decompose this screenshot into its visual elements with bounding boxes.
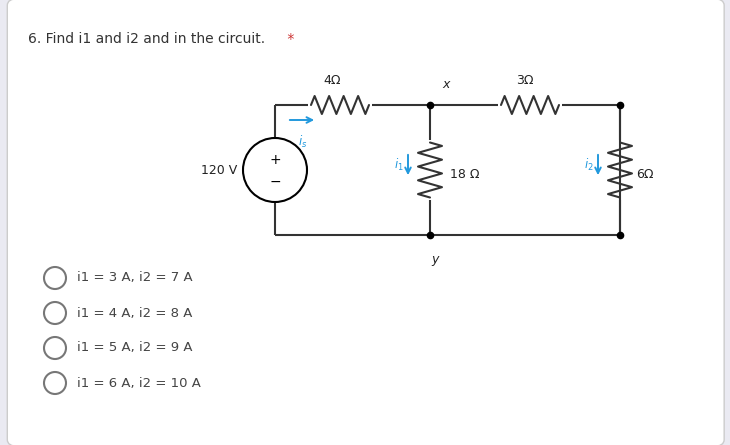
Text: i1 = 6 A, i2 = 10 A: i1 = 6 A, i2 = 10 A	[77, 376, 201, 389]
Text: 4Ω: 4Ω	[323, 74, 341, 87]
Text: −: −	[269, 175, 281, 189]
Text: *: *	[283, 32, 294, 46]
Text: 120 V: 120 V	[201, 163, 237, 177]
Text: +: +	[269, 153, 281, 167]
Text: y: y	[431, 253, 439, 266]
Text: x: x	[442, 78, 450, 91]
Text: i1 = 4 A, i2 = 8 A: i1 = 4 A, i2 = 8 A	[77, 307, 193, 320]
Text: 18 Ω: 18 Ω	[450, 169, 480, 182]
Text: i1 = 3 A, i2 = 7 A: i1 = 3 A, i2 = 7 A	[77, 271, 193, 284]
Text: $i_s$: $i_s$	[299, 134, 307, 150]
Text: 6. Find i1 and i2 and in the circuit.: 6. Find i1 and i2 and in the circuit.	[28, 32, 265, 46]
Text: $i_1$: $i_1$	[394, 157, 404, 173]
Text: $i_2$: $i_2$	[584, 157, 594, 173]
Text: 6Ω: 6Ω	[636, 169, 653, 182]
Text: i1 = 5 A, i2 = 9 A: i1 = 5 A, i2 = 9 A	[77, 341, 193, 355]
Text: 3Ω: 3Ω	[516, 74, 534, 87]
